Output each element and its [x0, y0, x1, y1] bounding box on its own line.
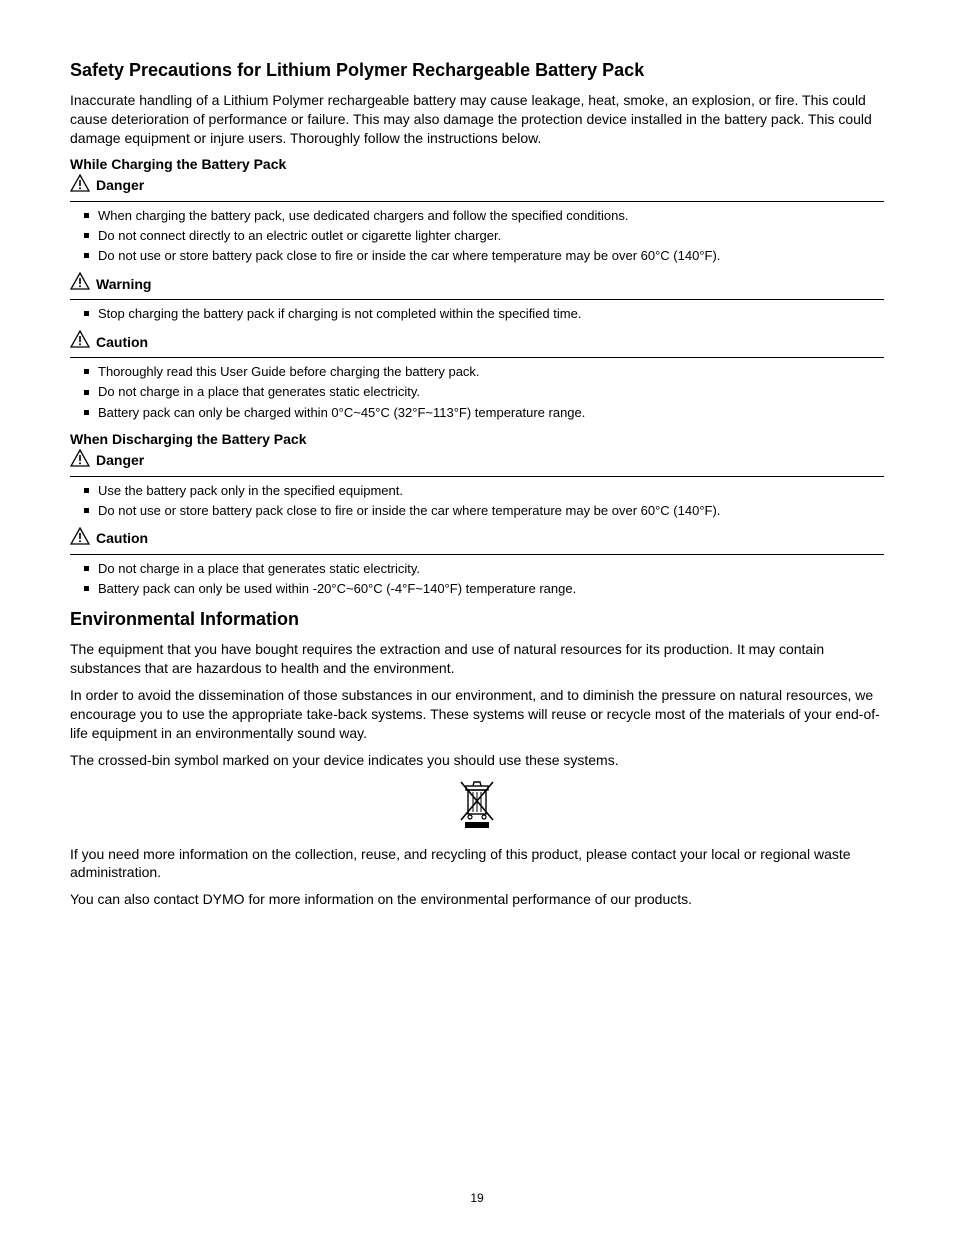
caution-list-discharging: Do not charge in a place that generates …	[70, 559, 884, 599]
danger-row-discharging: Danger	[70, 449, 884, 477]
list-item: When charging the battery pack, use dedi…	[88, 206, 884, 226]
list-item: Thoroughly read this User Guide before c…	[88, 362, 884, 382]
warning-list-charging: Stop charging the battery pack if chargi…	[70, 304, 884, 324]
danger-list-charging: When charging the battery pack, use dedi…	[70, 206, 884, 266]
caution-label: Caution	[96, 334, 148, 350]
list-item: Do not use or store battery pack close t…	[88, 501, 884, 521]
warning-triangle-icon	[70, 449, 90, 472]
list-item: Battery pack can only be charged within …	[88, 403, 884, 423]
discharging-subhead: When Discharging the Battery Pack	[70, 431, 884, 447]
env-p3: The crossed-bin symbol marked on your de…	[70, 751, 884, 770]
danger-list-discharging: Use the battery pack only in the specifi…	[70, 481, 884, 521]
safety-heading: Safety Precautions for Lithium Polymer R…	[70, 60, 884, 81]
page: Safety Precautions for Lithium Polymer R…	[0, 0, 954, 1235]
env-p5: You can also contact DYMO for more infor…	[70, 890, 884, 909]
crossed-bin-icon	[457, 817, 497, 834]
caution-label: Caution	[96, 530, 148, 546]
danger-label: Danger	[96, 177, 144, 193]
safety-intro: Inaccurate handling of a Lithium Polymer…	[70, 91, 884, 148]
caution-row-discharging: Caution	[70, 527, 884, 555]
list-item: Stop charging the battery pack if chargi…	[88, 304, 884, 324]
warning-triangle-icon	[70, 330, 90, 353]
caution-row-charging: Caution	[70, 330, 884, 358]
list-item: Do not charge in a place that generates …	[88, 382, 884, 402]
list-item: Do not use or store battery pack close t…	[88, 246, 884, 266]
warning-triangle-icon	[70, 174, 90, 197]
warning-triangle-icon	[70, 527, 90, 550]
weee-symbol-wrap	[70, 778, 884, 835]
charging-subhead: While Charging the Battery Pack	[70, 156, 884, 172]
warning-triangle-icon	[70, 272, 90, 295]
list-item: Do not charge in a place that generates …	[88, 559, 884, 579]
danger-row-charging: Danger	[70, 174, 884, 202]
danger-label: Danger	[96, 452, 144, 468]
environmental-heading: Environmental Information	[70, 609, 884, 630]
env-p2: In order to avoid the dissemination of t…	[70, 686, 884, 743]
page-number: 19	[0, 1191, 954, 1205]
env-p4: If you need more information on the coll…	[70, 845, 884, 883]
warning-row-charging: Warning	[70, 272, 884, 300]
list-item: Use the battery pack only in the specifi…	[88, 481, 884, 501]
env-p1: The equipment that you have bought requi…	[70, 640, 884, 678]
warning-label: Warning	[96, 276, 151, 292]
list-item: Do not connect directly to an electric o…	[88, 226, 884, 246]
caution-list-charging: Thoroughly read this User Guide before c…	[70, 362, 884, 422]
list-item: Battery pack can only be used within -20…	[88, 579, 884, 599]
